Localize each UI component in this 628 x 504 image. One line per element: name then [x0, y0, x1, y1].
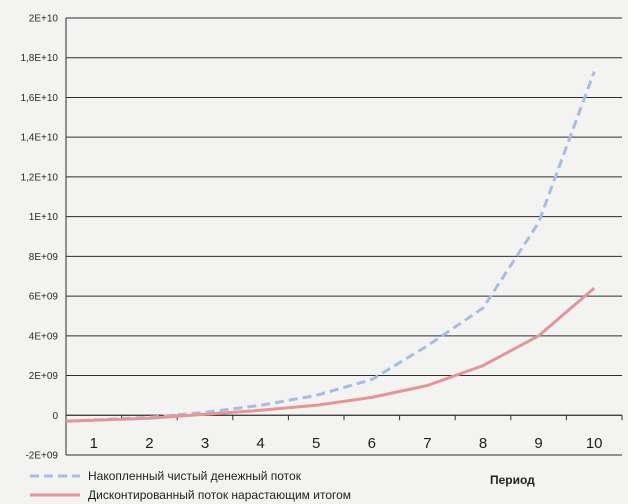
legend-label-cumulative-flow: Накопленный чистый денежный поток [88, 469, 302, 483]
x-tick-label: 9 [534, 435, 542, 452]
series-line-discounted-flow [65, 286, 596, 423]
y-tick-label: 2E+10 [29, 14, 59, 25]
y-tick-label: 1,6E+10 [20, 93, 58, 104]
series-line-cumulative-flow [65, 71, 596, 423]
x-tick-label: 3 [201, 435, 209, 452]
y-tick-label: 2E+09 [29, 371, 59, 382]
x-tick-label: 7 [423, 435, 431, 452]
x-tick-label: 1 [90, 435, 98, 452]
y-tick-label: 1,4E+10 [20, 133, 58, 144]
y-tick-label: 8E+09 [29, 252, 59, 263]
gridlines [65, 17, 623, 456]
y-tick-label: 4E+09 [29, 331, 59, 342]
y-tick-label: 1,8E+10 [20, 53, 58, 64]
legend: Накопленный чистый денежный поток Дискон… [30, 469, 351, 502]
y-tick-label: 6E+09 [29, 292, 59, 303]
legend-label-discounted-flow: Дисконтированный поток нарастающим итого… [88, 488, 351, 502]
x-axis-label: Период [490, 473, 535, 487]
y-axis-ticks: -2E+09 0 2E+09 4E+09 6E+09 8E+09 1E+10 1,2E+10 1… [20, 14, 58, 462]
x-tick-label: 6 [368, 435, 376, 452]
y-tick-label: 1E+10 [29, 212, 59, 223]
series-lines [65, 71, 596, 423]
y-tick-label: 0 [52, 411, 58, 422]
x-tick-label: 2 [145, 435, 153, 452]
x-tick-label: 5 [312, 435, 320, 452]
x-tick-label: 8 [479, 435, 487, 452]
y-tick-label: 1,2E+10 [20, 172, 58, 183]
y-tick-label: -2E+09 [25, 451, 58, 462]
x-tick-label: 10 [586, 435, 603, 452]
x-tick-label: 4 [256, 435, 264, 452]
x-axis-ticks: 1 2 3 4 5 6 7 8 9 10 [90, 435, 603, 452]
